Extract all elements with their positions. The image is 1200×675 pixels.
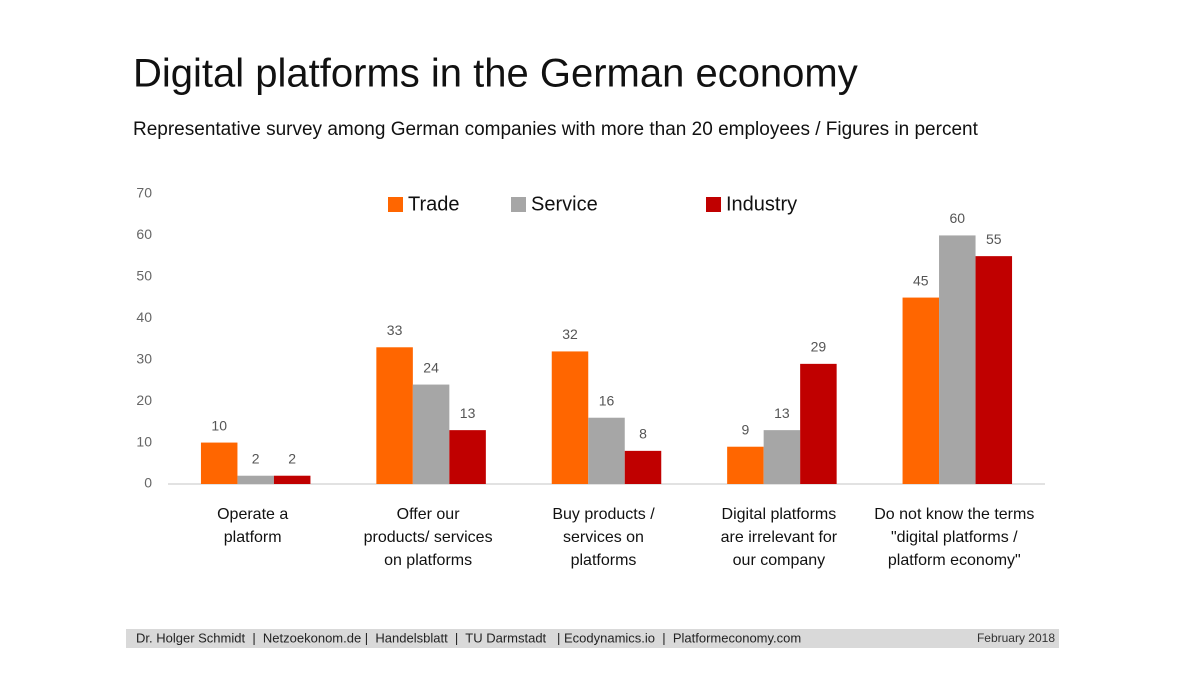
value-label: 13 — [774, 405, 790, 421]
legend-label: Trade — [408, 193, 460, 215]
y-tick-label: 10 — [136, 433, 152, 449]
value-label: 32 — [562, 326, 578, 342]
y-tick-label: 0 — [144, 475, 152, 491]
chart-subtitle: Representative survey among German compa… — [133, 119, 979, 140]
bar — [624, 450, 662, 484]
legend-label: Industry — [726, 193, 797, 215]
x-tick-label: Buy products / services on platforms — [552, 506, 655, 569]
footer-bar — [126, 629, 1059, 648]
bar — [449, 430, 486, 484]
bar — [200, 442, 238, 484]
bar — [551, 351, 589, 484]
x-tick-label: Digital platforms are irrelevant for our… — [720, 506, 838, 569]
y-tick-label: 60 — [136, 226, 152, 242]
x-tick-label: Do not know the terms "digital platforms… — [874, 506, 1035, 569]
footer-date: February 2018 — [977, 631, 1055, 645]
y-tick-label: 40 — [136, 309, 152, 325]
bar — [800, 363, 837, 484]
y-tick-label: 20 — [136, 392, 152, 408]
bar — [588, 417, 625, 484]
bar — [763, 430, 801, 484]
value-label: 45 — [913, 272, 929, 288]
value-label: 29 — [811, 339, 827, 355]
y-tick-label: 30 — [136, 350, 152, 366]
legend-swatch — [511, 197, 526, 212]
bar — [376, 347, 413, 484]
bar — [975, 256, 1013, 484]
value-label: 55 — [986, 231, 1002, 247]
bar — [412, 384, 450, 484]
value-label: 33 — [387, 322, 403, 338]
x-tick-label: Operate a platform — [217, 506, 289, 546]
bar — [237, 475, 274, 484]
value-label: 16 — [599, 392, 615, 408]
y-tick-label: 70 — [136, 185, 152, 201]
value-label: 2 — [252, 450, 260, 466]
footer-text: Dr. Holger Schmidt | Netzoekonom.de | Ha… — [136, 630, 801, 645]
legend-label: Service — [531, 193, 598, 215]
legend-swatch — [388, 197, 403, 212]
value-label: 8 — [639, 426, 647, 442]
value-label: 24 — [423, 359, 439, 375]
bar — [273, 475, 311, 484]
x-tick-label: Offer our products/ services on platform… — [363, 506, 493, 569]
chart-title: Digital platforms in the German economy — [133, 52, 858, 96]
bar — [727, 446, 764, 484]
value-label: 13 — [460, 405, 476, 421]
value-label: 10 — [211, 417, 227, 433]
value-label: 9 — [742, 421, 750, 437]
bar — [902, 297, 940, 484]
legend-swatch — [706, 197, 721, 212]
value-label: 2 — [288, 450, 296, 466]
bar — [939, 235, 976, 484]
value-label: 60 — [950, 210, 966, 226]
y-tick-label: 50 — [136, 268, 152, 284]
